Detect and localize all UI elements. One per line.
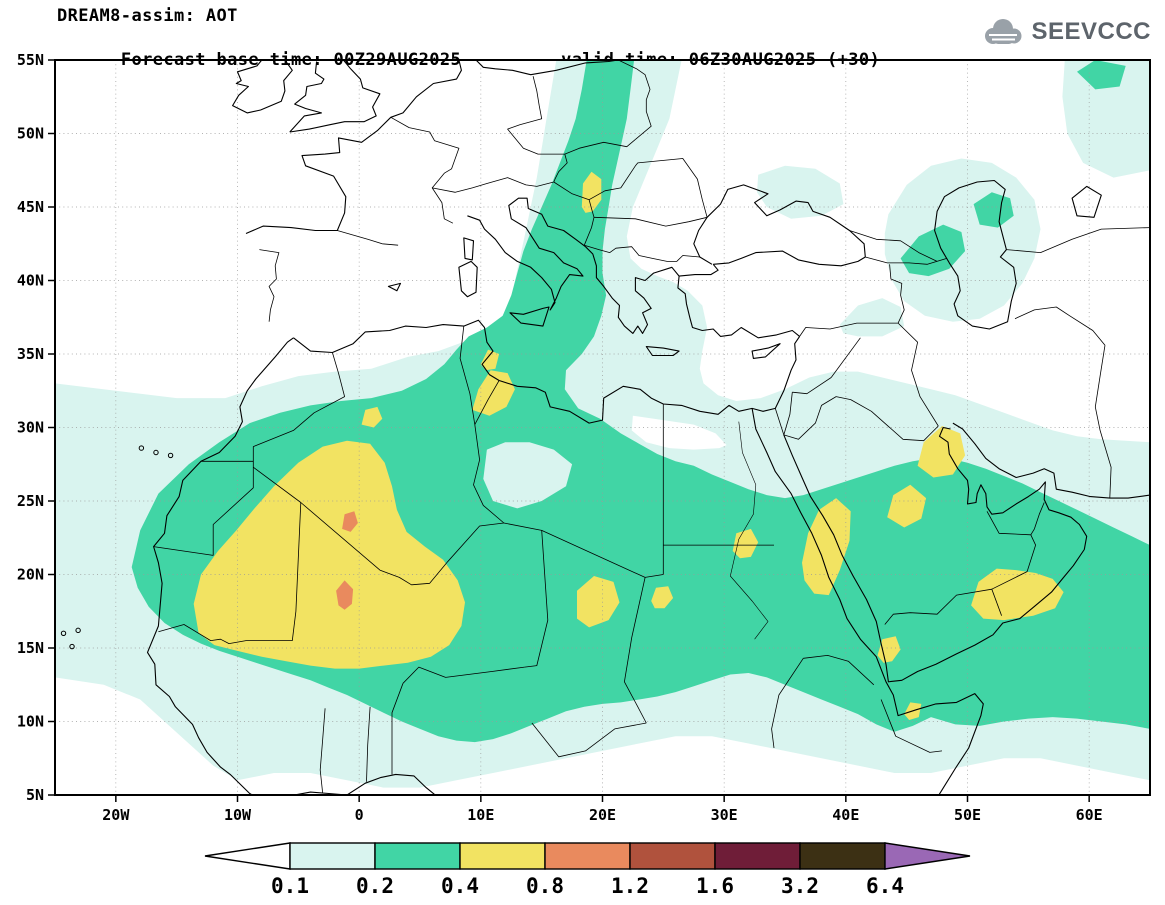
legend-segment [714,842,801,870]
aot-ge-0.4-yemen [877,636,901,663]
lon-tick-label: 10E [467,806,494,824]
lon-tick-label: 40E [832,806,859,824]
aot-ge-0.4-serbia [581,171,602,213]
aot-ge-0.1-ne-corner [1062,60,1150,178]
aot-ge-0.8-mali-2 [336,580,354,610]
aot-ge-0.1-east-anatolia [839,298,905,337]
lat-tick-label: 45N [17,198,44,216]
aot-ge-0.2-ne-corner [1077,60,1126,90]
lat-tick-label: 15N [17,639,44,657]
graticule [55,60,1150,795]
white-gap-nw-egypt [631,415,727,450]
legend-label: 0.8 [526,874,564,898]
aot-0.1-notch-fezzan [483,442,573,509]
lat-tick-label: 50N [17,125,44,143]
legend-segment [629,842,716,870]
aot-ge-0.4-north-sudan [651,586,674,609]
coastlines [60,60,1150,795]
aot-ge-0.8-mali-1 [342,511,358,532]
lon-tick-label: 0 [355,806,364,824]
lon-tick-label: 30E [711,806,738,824]
map-title: DREAM8-assim: AOT [57,6,238,26]
legend-segment [544,842,631,870]
aot-ge-0.4-egypt-sudan-border [732,528,759,559]
logo-text: SEEVCCC [1031,18,1151,45]
lat-tick-label: 10N [17,713,44,731]
legend-label: 6.4 [866,874,904,898]
cloud-icon [985,19,1022,44]
legend-label: 0.4 [441,874,479,898]
lon-tick-label: 20W [102,806,130,824]
aot-ge-0.4-west-arabia [802,498,851,596]
lat-tick-label: 55N [17,51,44,69]
legend-under-arrow [204,842,291,870]
aot-color-scale: 0.1 0.2 0.4 0.8 1.2 1.6 3.2 6.4 [204,842,971,898]
seevccc-logo: SEEVCCC [980,16,1151,48]
lon-tick-label: 60E [1076,806,1103,824]
aot-ge-0.1-azov [757,165,844,219]
lat-tick-label: 20N [17,566,44,584]
legend-segment [459,842,546,870]
country-borders [153,60,1150,794]
aot-ge-0.4-west-sahara-sahel [193,440,465,669]
lon-tick-label: 20E [589,806,616,824]
lat-tick-label: 5N [26,786,44,804]
axis-labels: 55N 50N 45N 40N 35N 30N 25N 20N 15N 10N 5N 20W 10W 0 1… [17,51,1103,824]
aot-ge-0.4-kuwait [917,426,966,478]
lon-tick-label: 10W [224,806,252,824]
legend-segment [289,842,376,870]
lat-tick-label: 30N [17,419,44,437]
aot-ge-0.4-central-arabia [887,484,927,528]
lat-tick-label: 35N [17,345,44,363]
aot-ge-0.4-chad-sudan [577,576,620,628]
legend-label: 0.1 [271,874,309,898]
legend-label: 1.2 [611,874,649,898]
rivers [729,421,769,640]
legend-over-arrow [884,842,971,870]
legend-label: 3.2 [781,874,819,898]
legend-label: 0.2 [356,874,394,898]
legend-label: 1.6 [696,874,734,898]
aot-ge-0.4-nw-sahara-spot [361,406,383,428]
lon-tick-label: 50E [954,806,981,824]
legend-segment [799,842,886,870]
aot-ge-0.4-tunisia-coast [480,349,500,371]
aot-fill-regions [55,60,1150,788]
aot-ge-0.4-south-oman [971,568,1064,621]
lat-tick-label: 40N [17,272,44,290]
legend-segment [374,842,461,870]
lat-tick-label: 25N [17,492,44,510]
aot-ge-0.2-north-caspian [973,192,1014,228]
